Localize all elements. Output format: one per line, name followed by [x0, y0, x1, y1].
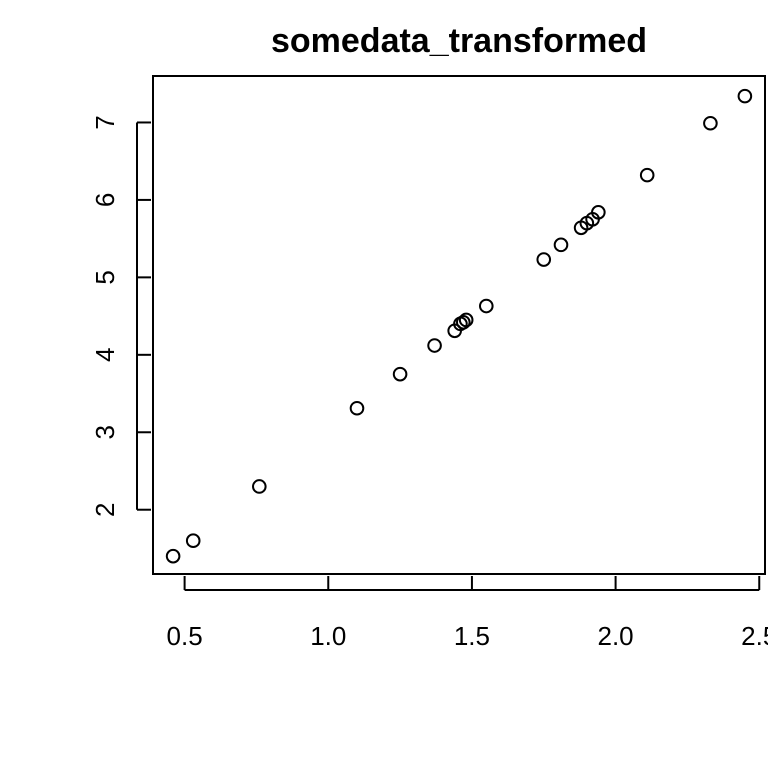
data-point	[185, 533, 201, 548]
y-axis: 2 3 4 5 6 7	[90, 115, 151, 517]
y-tick-label: 3	[90, 425, 120, 439]
data-point	[737, 88, 753, 104]
data-point	[165, 548, 181, 564]
plot-frame	[152, 75, 766, 575]
data-point	[392, 366, 408, 382]
x-tick-label: 2.0	[598, 621, 634, 651]
data-point	[252, 479, 267, 494]
data-point	[591, 205, 606, 220]
x-axis: 0.5 1.0 1.5 2.0 2.5	[167, 576, 768, 651]
x-tick-label: 0.5	[167, 621, 203, 651]
data-point	[536, 252, 552, 267]
y-tick-label: 7	[90, 115, 120, 129]
data-point	[478, 298, 494, 314]
data-point	[456, 314, 471, 330]
chart-title: somedata_transformed	[271, 22, 647, 60]
x-tick-label: 1.5	[454, 621, 490, 651]
data-point	[703, 115, 718, 131]
y-tick-label: 4	[90, 348, 120, 362]
data-point	[553, 237, 569, 253]
data-points	[165, 88, 753, 564]
data-point	[427, 338, 442, 353]
x-tick-label: 1.0	[310, 621, 346, 651]
data-point	[458, 312, 474, 328]
data-point	[349, 400, 365, 416]
data-point	[639, 167, 655, 183]
y-tick-label: 6	[90, 193, 120, 207]
y-tick-label: 5	[90, 270, 120, 284]
y-tick-label: 2	[90, 502, 120, 516]
x-tick-label: 2.5	[741, 621, 768, 651]
